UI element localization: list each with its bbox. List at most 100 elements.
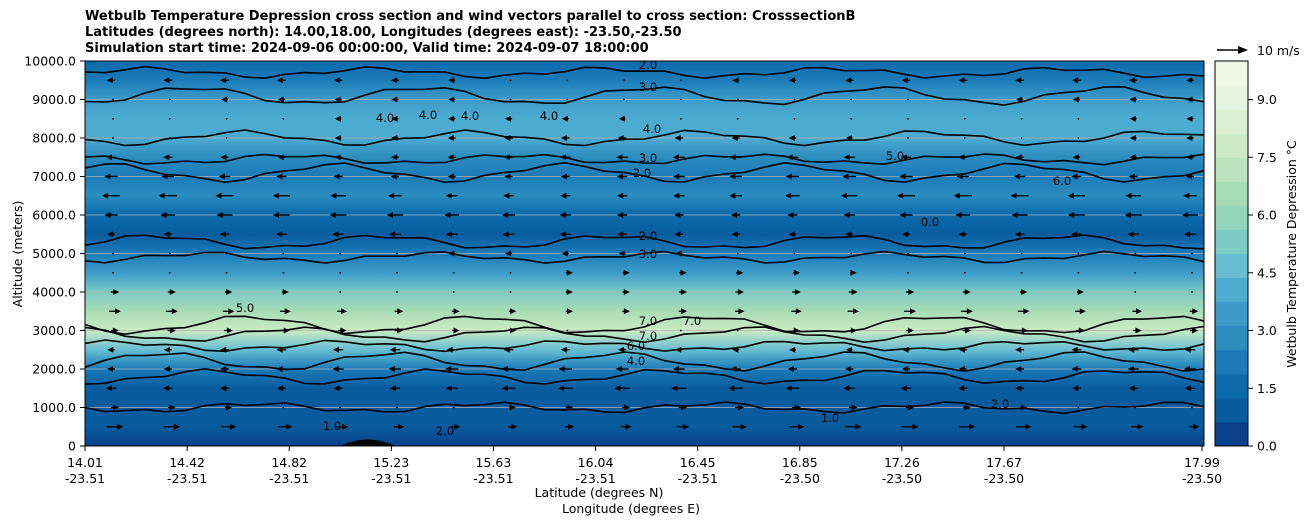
wind-vector-head (158, 192, 165, 199)
wind-vector-head (509, 327, 516, 334)
wind-vector-head (104, 212, 111, 218)
wind-vector-head (682, 423, 689, 430)
wind-vector-head (785, 173, 792, 180)
colorbar-label: Wetbulb Temperature Depression °C (1284, 140, 1299, 368)
wind-vector-head (163, 231, 170, 238)
contour-line (85, 234, 1204, 250)
wind-vector-head (1077, 289, 1084, 295)
wind-vector (225, 271, 228, 274)
wind-vector-head (388, 366, 395, 372)
wind-vector-head (561, 115, 568, 122)
wind-vector-head (1129, 115, 1136, 122)
wind-vector-head (1015, 366, 1022, 372)
wind-vector-head (674, 135, 681, 141)
y-tick-label: 7000.0 (32, 169, 76, 184)
wind-vector-head (614, 385, 621, 392)
wind-vector-head (504, 135, 511, 141)
wind-vector-head (1125, 192, 1132, 199)
wind-vector-head (1182, 212, 1189, 218)
contour-label: 3.0 (639, 151, 657, 165)
wind-vector-head (1186, 115, 1193, 122)
wind-vector-head (330, 192, 337, 199)
colorbar-ticks: 0.0 1.5 3.0 4.5 6.0 7.5 9.0 (1248, 92, 1277, 454)
wind-vector-head (391, 96, 398, 103)
wind-vector-head (681, 404, 688, 411)
y-axis-label: Altitude (meters) (10, 201, 25, 308)
wind-vector-head (674, 212, 681, 218)
wind-vector-head (501, 366, 508, 372)
x-tick-label-lat: 15.23 (373, 455, 409, 470)
wind-vector (112, 252, 114, 255)
contour-lines (85, 65, 1204, 415)
wind-vector-head (1124, 212, 1131, 218)
wind-vector-head (560, 173, 567, 180)
wind-vector-head (1071, 366, 1078, 372)
wind-vector-head (1128, 173, 1135, 180)
wind-vector-head (501, 385, 508, 392)
contour-label: 5.0 (886, 149, 904, 163)
contour-label: 3.0 (639, 80, 657, 94)
wind-vector-head (226, 289, 233, 295)
wind-vector-head (907, 327, 914, 334)
wind-vector-head (1184, 385, 1191, 392)
wind-vector (907, 117, 909, 120)
wind-vector-head (1184, 231, 1191, 238)
wind-vector (168, 98, 171, 101)
wind-vector-head (560, 192, 567, 199)
wind-vector (396, 406, 398, 409)
wind-vector-head (958, 366, 965, 372)
wind-vector-head (341, 308, 348, 315)
x-tick-label-lat: 14.82 (271, 455, 307, 470)
wind-vector-head (673, 173, 680, 180)
x-tick-label-lon: -23.50 (882, 471, 922, 486)
wind-vector-head (1021, 327, 1028, 334)
wind-vector-head (391, 77, 398, 84)
wind-vector-head (391, 135, 398, 141)
y-tick-label: 4000.0 (32, 285, 76, 300)
wind-vector (112, 98, 114, 101)
wind-vector-head (730, 366, 737, 372)
wind-vector (396, 291, 398, 293)
contour-label: 6.0 (1053, 174, 1071, 188)
wind-vector-head (899, 212, 906, 218)
x-tick-label-lat: 17.67 (986, 455, 1022, 470)
x-tick-label-lon: -23.50 (984, 471, 1024, 486)
chart-title-line-3: Simulation start time: 2024-09-06 00:00:… (85, 41, 649, 56)
wind-vector-head (731, 231, 738, 238)
wind-vector-head (1129, 135, 1136, 141)
wind-vector-head (902, 346, 909, 353)
wind-vector-head (272, 192, 279, 199)
wind-vector (1134, 271, 1137, 274)
wind-vector-head (504, 115, 511, 122)
y-tick-label: 1000.0 (32, 400, 76, 415)
wind-vector-head (511, 423, 518, 430)
wind-vector-head (445, 231, 452, 238)
wind-vector (509, 291, 512, 293)
wind-key-label: 10 m/s (1257, 43, 1300, 58)
wind-vector-head (220, 77, 227, 84)
wind-vector-head (284, 308, 291, 315)
wind-vector-head (220, 366, 227, 372)
x-axis-label-lat: Latitude (degrees N) (535, 485, 664, 500)
wind-vector-head (453, 327, 460, 334)
wind-vector (1020, 252, 1023, 255)
colorbar-segment (1215, 85, 1248, 110)
wind-vector-head (851, 404, 858, 411)
contour-line (85, 351, 1204, 373)
wind-vector (736, 98, 739, 101)
wind-vector-head (219, 231, 226, 238)
wind-vector-head (681, 308, 688, 315)
wind-vector-head (785, 385, 792, 392)
wind-vector-head (1128, 346, 1135, 353)
x-tick-label-lat: 17.26 (884, 455, 920, 470)
wind-vector (396, 252, 398, 255)
wind-vector (282, 137, 285, 139)
wind-vector-head (561, 250, 568, 257)
wind-vector-head (737, 289, 744, 295)
wind-vector (963, 137, 966, 139)
contour-line (85, 129, 1204, 147)
wind-vectors (102, 77, 1200, 430)
wind-vector-head (220, 385, 227, 392)
contour-label: 4.0 (627, 354, 645, 368)
wind-vector (679, 117, 682, 120)
